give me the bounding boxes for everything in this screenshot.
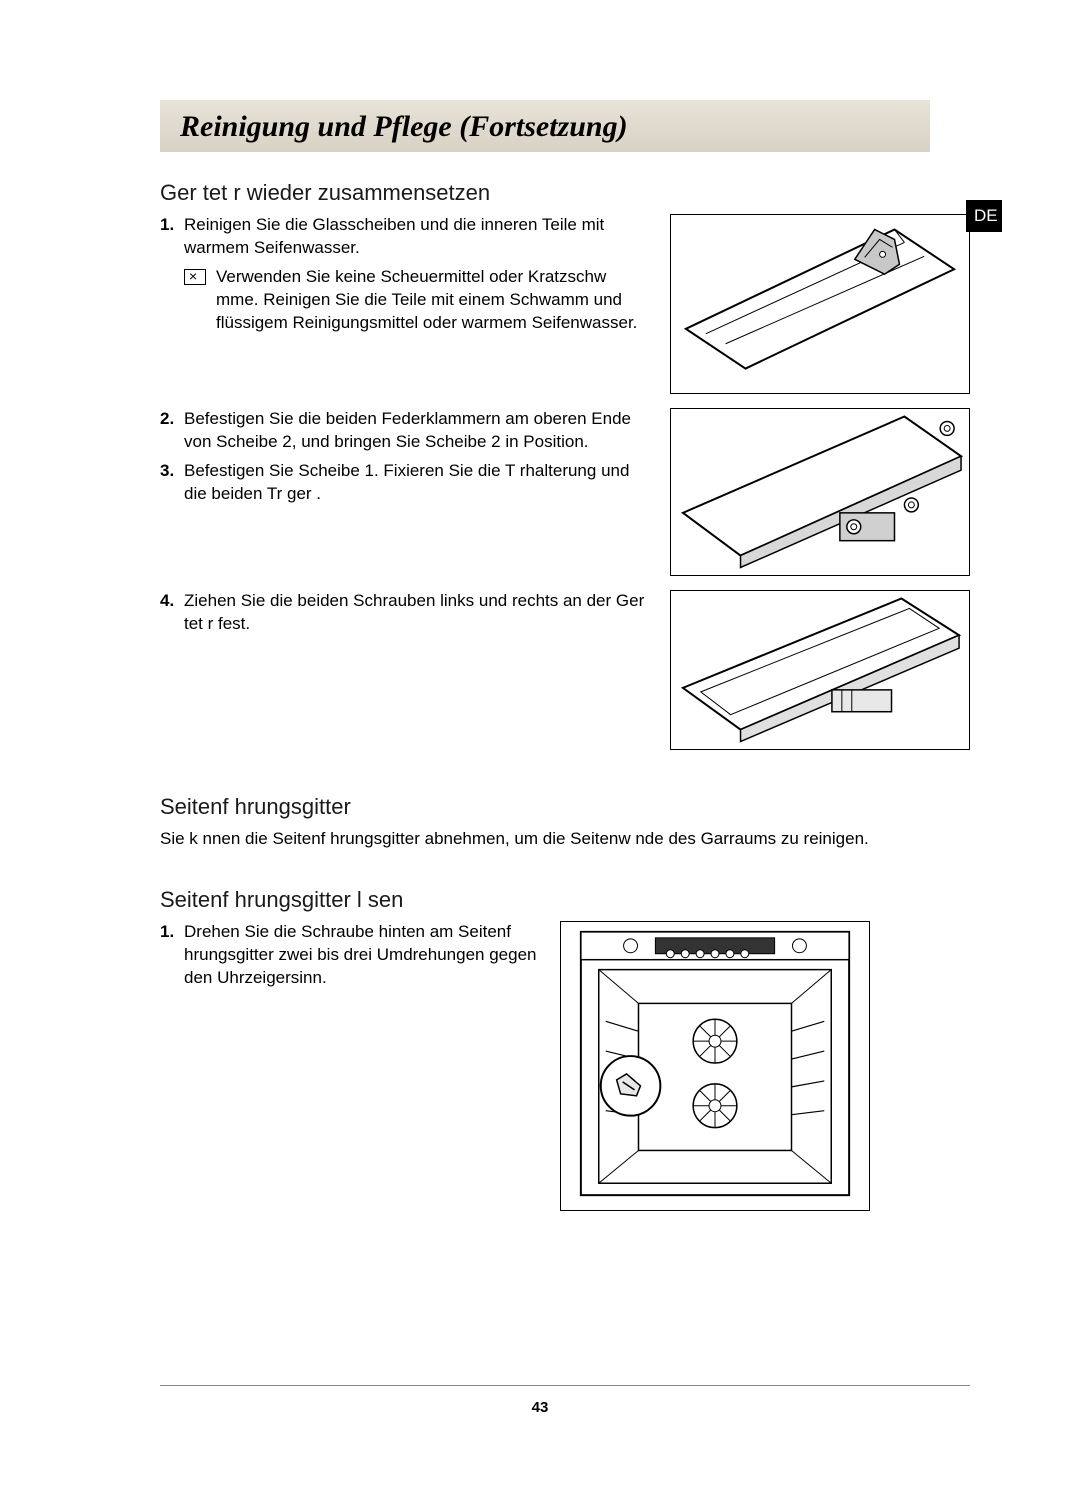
step-3-num: 3. xyxy=(160,460,174,483)
section-c-step-1-text: Drehen Sie die Schraube hinten am Seiten… xyxy=(184,922,536,987)
section-a-heading: Ger tet r wieder zusammensetzen xyxy=(160,180,970,206)
step-3: 3. Befestigen Sie Scheibe 1. Fixieren Si… xyxy=(160,460,650,506)
section-c-step-1: 1. Drehen Sie die Schraube hinten am Sei… xyxy=(160,921,540,990)
door-clip-diagram-icon xyxy=(671,214,969,394)
footer-rule xyxy=(160,1385,970,1386)
page-number: 43 xyxy=(0,1399,1080,1416)
figure-oven xyxy=(560,921,870,1211)
step-1-note-row: Verwenden Sie keine Scheuermittel oder K… xyxy=(160,266,650,335)
step23-text-col: 2. Befestigen Sie die beiden Federklamme… xyxy=(160,408,650,512)
section-c-row: 1. Drehen Sie die Schraube hinten am Sei… xyxy=(160,921,970,1211)
manual-page: Reinigung und Pflege (Fortsetzung) DE Ge… xyxy=(0,0,1080,1285)
section-b-para: Sie k nnen die Seitenf hrungsgitter abne… xyxy=(160,828,970,851)
step4-text-col: 4. Ziehen Sie die beiden Schrauben links… xyxy=(160,590,650,642)
step-1-text: Reinigen Sie die Glasscheiben und die in… xyxy=(184,215,604,257)
step-2-text: Befestigen Sie die beiden Federklammern … xyxy=(184,409,631,451)
step-4: 4. Ziehen Sie die beiden Schrauben links… xyxy=(160,590,650,636)
section-c-text-col: 1. Drehen Sie die Schraube hinten am Sei… xyxy=(160,921,540,996)
section-c-heading: Seitenf hrungsgitter l sen xyxy=(160,887,970,913)
door-screw-diagram-icon xyxy=(671,590,969,750)
step23-row: 2. Befestigen Sie die beiden Federklamme… xyxy=(160,408,970,576)
section-c-step-1-num: 1. xyxy=(160,921,174,944)
door-hinge-diagram-icon xyxy=(671,408,969,576)
page-title: Reinigung und Pflege (Fortsetzung) xyxy=(180,110,628,143)
step-4-num: 4. xyxy=(160,590,174,613)
figure-2 xyxy=(670,408,970,576)
step-2: 2. Befestigen Sie die beiden Federklamme… xyxy=(160,408,650,454)
step-1-num: 1. xyxy=(160,214,174,237)
step4-row: 4. Ziehen Sie die beiden Schrauben links… xyxy=(160,590,970,750)
language-badge: DE xyxy=(966,200,1002,232)
figure-3 xyxy=(670,590,970,750)
step-4-text: Ziehen Sie die beiden Schrauben links un… xyxy=(184,591,644,633)
step1-row: 1. Reinigen Sie die Glasscheiben und die… xyxy=(160,214,970,394)
step-2-num: 2. xyxy=(160,408,174,431)
caution-icon xyxy=(184,269,206,285)
oven-interior-diagram-icon xyxy=(561,921,869,1211)
title-band: Reinigung und Pflege (Fortsetzung) xyxy=(160,100,930,152)
step1-text-col: 1. Reinigen Sie die Glasscheiben und die… xyxy=(160,214,650,335)
figure-1 xyxy=(670,214,970,394)
step-1: 1. Reinigen Sie die Glasscheiben und die… xyxy=(160,214,650,260)
step-1-note: Verwenden Sie keine Scheuermittel oder K… xyxy=(216,266,650,335)
section-b-heading: Seitenf hrungsgitter xyxy=(160,794,970,820)
step-3-text: Befestigen Sie Scheibe 1. Fixieren Sie d… xyxy=(184,461,629,503)
